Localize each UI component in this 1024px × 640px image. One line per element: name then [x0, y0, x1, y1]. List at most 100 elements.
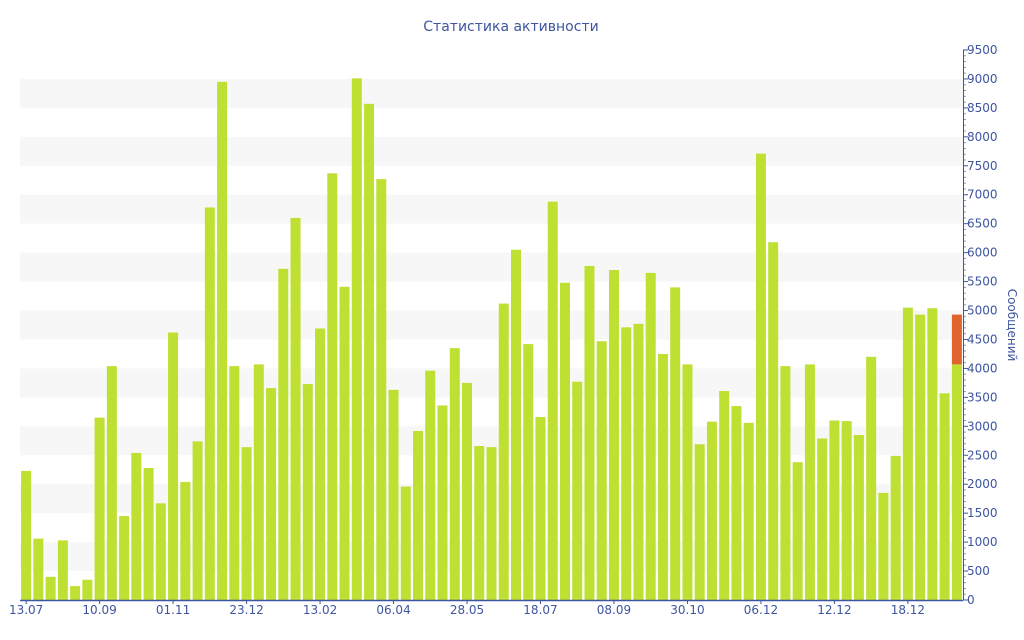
bar: [584, 265, 595, 600]
bar: [694, 444, 705, 600]
bar: [302, 384, 313, 600]
y-tick-label: 2500: [967, 448, 998, 462]
y-tick-label: 9500: [967, 43, 998, 57]
bar: [327, 173, 338, 600]
y-tick-label: 4500: [967, 332, 998, 346]
bar: [192, 441, 203, 600]
x-tick-label: 23.12: [229, 603, 263, 617]
bar: [486, 447, 497, 600]
bar: [768, 242, 779, 601]
y-tick-label: 9000: [967, 72, 998, 86]
y-tick-label: 6000: [967, 246, 998, 260]
y-tick-label: 0: [967, 593, 975, 607]
bar: [204, 207, 215, 600]
bar: [657, 353, 668, 600]
bar: [510, 249, 521, 600]
y-tick-label: 5000: [967, 304, 998, 318]
bar: [939, 393, 950, 600]
bar: [621, 327, 632, 600]
bar: [266, 388, 277, 600]
x-tick-label: 18.12: [891, 603, 925, 617]
bar-highlight: [951, 314, 962, 365]
grid-band: [20, 194, 963, 224]
bar: [82, 579, 93, 600]
bar: [290, 217, 301, 601]
bar: [229, 366, 240, 600]
chart-title: Статистика активности: [423, 19, 598, 35]
y-tick-label: 7000: [967, 188, 998, 202]
grid-band: [20, 368, 963, 398]
bar: [241, 447, 252, 600]
x-tick-label: 18.07: [523, 603, 557, 617]
x-axis: 13.07 10.09 01.11 23.12 13.02 06.04 28.05 18.07…: [9, 599, 963, 617]
bar: [572, 381, 583, 600]
bar: [817, 438, 828, 600]
bar: [547, 201, 558, 600]
bar: [535, 417, 546, 600]
x-tick-label: 30.10: [670, 603, 704, 617]
x-tick-label: 13.02: [303, 603, 337, 617]
bar: [792, 462, 803, 600]
bar: [559, 282, 570, 600]
y-axis-title: Сообщений: [1005, 289, 1019, 362]
bar: [755, 153, 766, 600]
bar: [608, 270, 619, 600]
y-tick-label: 2000: [967, 477, 998, 491]
y-tick-label: 6500: [967, 217, 998, 231]
y-tick-label: 5500: [967, 275, 998, 289]
bar: [364, 103, 375, 600]
x-tick-label: 13.07: [9, 603, 43, 617]
bar: [706, 421, 717, 600]
bar: [853, 435, 864, 600]
x-tick-label: 12.12: [817, 603, 851, 617]
bar: [498, 303, 509, 600]
bar: [180, 481, 191, 600]
y-tick-label: 8500: [967, 101, 998, 115]
bar: [400, 486, 411, 600]
x-tick-label: 06.04: [376, 603, 410, 617]
bar: [915, 314, 926, 600]
bar: [94, 417, 105, 600]
bar: [45, 576, 56, 600]
y-tick-label: 3500: [967, 390, 998, 404]
bar: [388, 389, 399, 600]
bar: [449, 348, 460, 600]
x-tick-label: 06.12: [744, 603, 778, 617]
bar: [106, 366, 117, 600]
bar: [376, 179, 387, 600]
bar: [119, 516, 130, 600]
bar: [21, 470, 32, 600]
bar: [278, 268, 289, 600]
y-tick-label: 1500: [967, 506, 998, 520]
bars: [21, 78, 962, 601]
bar: [315, 328, 326, 600]
bar: [645, 272, 656, 600]
bar: [474, 446, 485, 600]
y-tick-label: 7500: [967, 159, 998, 173]
x-tick-label: 10.09: [82, 603, 116, 617]
bar: [804, 364, 815, 600]
bar: [437, 405, 448, 600]
grid-band: [20, 78, 963, 108]
grid-band: [20, 310, 963, 340]
bar: [57, 540, 68, 600]
bar: [670, 287, 681, 600]
bar: [890, 455, 901, 600]
bar: [425, 370, 436, 600]
bar: [351, 78, 362, 601]
x-tick-label: 01.11: [156, 603, 190, 617]
bar: [902, 307, 913, 600]
bar: [70, 586, 81, 600]
grid-band: [20, 252, 963, 282]
bar: [33, 538, 44, 600]
bar: [155, 503, 166, 600]
y-tick-label: 8000: [967, 130, 998, 144]
bar: [780, 366, 791, 600]
y-tick-label: 500: [967, 564, 990, 578]
bar: [682, 364, 693, 600]
bar: [951, 364, 962, 600]
bar: [143, 468, 154, 600]
y-axis: 0 500 1000 1500 2000 2500 3000 3500 4000 4500 5000…: [963, 43, 998, 607]
bar: [339, 286, 350, 600]
